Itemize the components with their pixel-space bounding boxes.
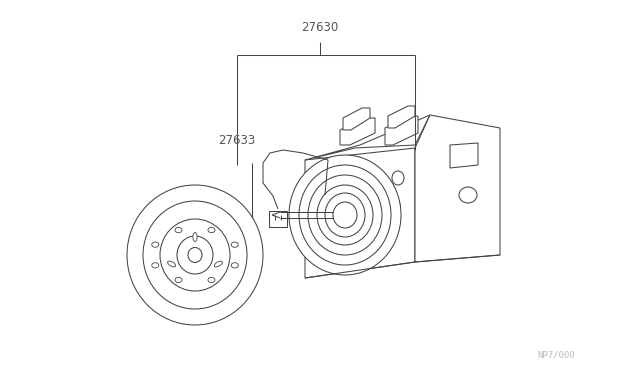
Polygon shape xyxy=(388,106,415,128)
Ellipse shape xyxy=(208,277,215,283)
Ellipse shape xyxy=(208,227,215,232)
Polygon shape xyxy=(340,118,375,145)
Ellipse shape xyxy=(152,242,159,247)
Ellipse shape xyxy=(325,193,365,237)
Ellipse shape xyxy=(317,185,373,245)
Polygon shape xyxy=(305,148,415,278)
Ellipse shape xyxy=(177,236,213,274)
Ellipse shape xyxy=(231,263,238,268)
Ellipse shape xyxy=(188,247,202,263)
Ellipse shape xyxy=(391,221,399,230)
Polygon shape xyxy=(305,115,430,160)
Polygon shape xyxy=(343,108,370,130)
Ellipse shape xyxy=(193,232,197,241)
Text: 27633: 27633 xyxy=(218,134,255,147)
Ellipse shape xyxy=(214,261,223,267)
Text: 27630: 27630 xyxy=(301,21,339,34)
Polygon shape xyxy=(385,116,418,145)
Ellipse shape xyxy=(299,165,391,265)
Ellipse shape xyxy=(143,201,247,309)
Polygon shape xyxy=(450,143,478,168)
Ellipse shape xyxy=(175,227,182,232)
Ellipse shape xyxy=(390,199,400,211)
Polygon shape xyxy=(415,115,500,262)
Ellipse shape xyxy=(333,202,357,228)
Ellipse shape xyxy=(152,263,159,268)
Ellipse shape xyxy=(231,242,238,247)
Ellipse shape xyxy=(289,155,401,275)
Text: NP7/000: NP7/000 xyxy=(538,350,575,359)
Ellipse shape xyxy=(459,187,477,203)
Ellipse shape xyxy=(127,185,263,325)
Ellipse shape xyxy=(168,261,175,267)
Ellipse shape xyxy=(308,175,382,255)
Ellipse shape xyxy=(392,171,404,185)
Ellipse shape xyxy=(160,219,230,291)
Ellipse shape xyxy=(175,277,182,283)
Bar xyxy=(269,211,287,227)
